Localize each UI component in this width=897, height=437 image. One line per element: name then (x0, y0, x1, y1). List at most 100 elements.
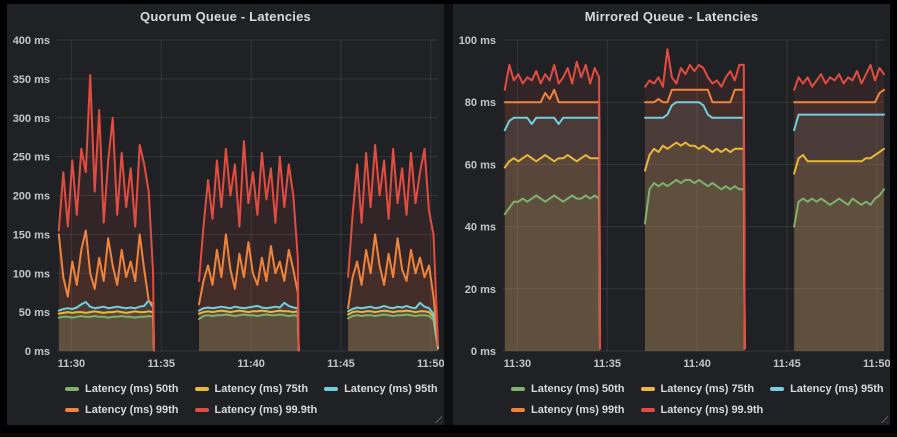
x-tick-label: 11:30 (504, 358, 532, 370)
series-line (644, 178, 746, 350)
series-line (347, 144, 439, 346)
series-line (793, 63, 885, 91)
x-tick-label: 11:35 (147, 358, 175, 370)
series-fill (58, 230, 154, 351)
legend-label: Latency (ms) 50th (531, 382, 625, 395)
panel-resize-handle[interactable] (433, 414, 442, 423)
y-tick-label: 40 ms (465, 222, 496, 234)
series-fill (348, 314, 438, 351)
legend-row: Latency (ms) 50th Latency (ms) 75th Latenc… (511, 379, 884, 398)
series-line (503, 88, 601, 350)
series-fill (794, 64, 884, 352)
legend: Latency (ms) 50th Latency (ms) 75th Latenc… (7, 375, 444, 425)
series-line (198, 140, 300, 352)
series-line (347, 309, 439, 349)
x-tick-label: 11:45 (773, 358, 801, 370)
legend-item[interactable]: Latency (ms) 99th (511, 404, 625, 416)
legend-item[interactable]: Latency (ms) 75th (194, 382, 309, 395)
y-tick-label: 60 ms (465, 159, 496, 171)
series-line (793, 113, 885, 132)
series-fill (504, 195, 600, 351)
series-line (644, 48, 746, 350)
series-line (198, 301, 300, 352)
legend-row: Latency (ms) 99th Latency (ms) 99.9th (65, 400, 436, 419)
panel-resize-handle[interactable] (879, 414, 888, 423)
legend-swatch-icon (324, 386, 339, 391)
legend-item[interactable]: Latency (ms) 75th (640, 383, 754, 395)
x-tick-label: 11:40 (683, 358, 711, 370)
series-fill (58, 75, 154, 351)
series-fill (58, 316, 154, 351)
y-tick-label: 0 ms (471, 346, 496, 358)
series-fill (348, 145, 438, 351)
y-tick-label: 150 ms (13, 229, 50, 241)
legend: Latency (ms) 50th Latency (ms) 75th Latenc… (453, 375, 890, 425)
x-tick-label: 11:45 (327, 358, 355, 370)
series-line (347, 233, 439, 348)
panel-mirrored-queue-latencies: Mirrored Queue - Latencies 0 ms 20 ms 40 m… (453, 4, 890, 425)
legend-row: Latency (ms) 99th Latency (ms) 99.9th (511, 400, 882, 419)
series-line (644, 141, 746, 350)
series-line (347, 313, 439, 350)
panel-quorum-queue-latencies: Quorum Queue - Latencies 0 ms 50 ms 100 ms… (7, 4, 444, 425)
series-line (57, 315, 155, 352)
series-line (198, 233, 300, 352)
series-line (198, 309, 300, 352)
legend-swatch-icon (194, 407, 209, 412)
legend-item[interactable]: Latency (ms) 99.9th (194, 403, 318, 416)
series-line (644, 101, 746, 350)
panel-title[interactable]: Quorum Queue - Latencies (140, 9, 311, 24)
legend-swatch-icon (511, 407, 525, 412)
y-tick-label: 300 ms (13, 113, 50, 125)
series-line (347, 301, 439, 349)
series-line (198, 313, 300, 352)
x-tick-label: 11:35 (593, 358, 621, 370)
legend-swatch-icon (65, 386, 79, 391)
series-fill (348, 234, 438, 351)
series-line (57, 310, 155, 352)
series-fill (794, 89, 884, 352)
legend-item[interactable]: Latency (ms) 99th (65, 404, 179, 416)
series-line (503, 154, 601, 350)
series-line (57, 229, 155, 352)
legend-swatch-icon (640, 407, 655, 412)
y-tick-label: 100 ms (13, 268, 50, 280)
x-tick-label: 11:40 (237, 358, 265, 370)
legend-label: Latency (ms) 95th (344, 382, 438, 395)
legend-swatch-icon (511, 386, 525, 391)
y-tick-label: 80 ms (465, 97, 496, 109)
series-fill (645, 49, 745, 352)
series-line (644, 88, 746, 350)
series-line (793, 88, 885, 104)
series-line (57, 299, 155, 352)
y-tick-label: 400 ms (13, 35, 50, 47)
series-line (57, 74, 155, 352)
legend-item[interactable]: Latency (ms) 99.9th (640, 403, 764, 416)
window-edge (0, 433, 897, 437)
legend-item[interactable]: Latency (ms) 50th (511, 383, 625, 395)
x-tick-label: 11:30 (58, 358, 86, 370)
legend-item[interactable]: Latency (ms) 95th (324, 383, 438, 395)
x-tick-label: 11:50 (417, 358, 444, 370)
legend-label: Latency (ms) 99.9th (214, 403, 318, 416)
legend-item[interactable]: Latency (ms) 50th (65, 383, 179, 395)
latency-chart-mirrored: 0 ms 20 ms 40 ms 60 ms 80 ms 100 ms 11:30 11:35… (459, 35, 890, 370)
legend-swatch-icon (194, 386, 209, 391)
legend-swatch-icon (65, 407, 79, 412)
series-fill (348, 310, 438, 351)
series-line (793, 188, 885, 228)
series-fill (794, 189, 884, 351)
series-fill (58, 311, 154, 351)
series-fill (645, 179, 745, 351)
legend-row: Latency (ms) 50th Latency (ms) 75th Latenc… (65, 379, 438, 398)
series-fill (794, 148, 884, 351)
legend-label: Latency (ms) 75th (214, 382, 309, 395)
latency-chart-quorum: 0 ms 50 ms 100 ms 150 ms 200 ms 250 ms 300 ms 3… (13, 35, 444, 370)
y-tick-label: 50 ms (19, 307, 50, 319)
series-fill (645, 89, 745, 352)
legend-label: Latency (ms) 99.9th (660, 403, 764, 416)
legend-item[interactable]: Latency (ms) 95th (770, 383, 884, 395)
panel-title[interactable]: Mirrored Queue - Latencies (584, 9, 759, 24)
series-line (503, 194, 601, 350)
y-tick-label: 20 ms (465, 284, 496, 296)
